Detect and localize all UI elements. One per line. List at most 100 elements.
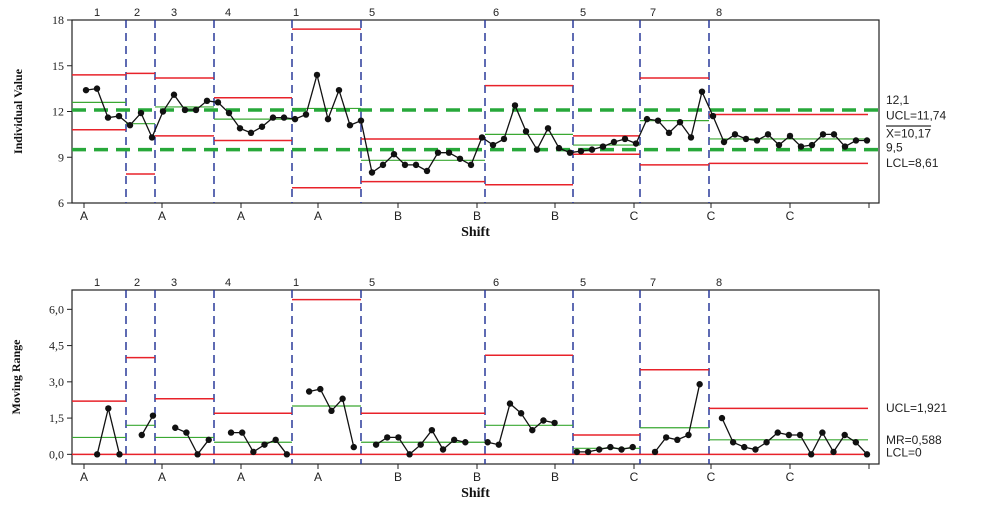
x-tick-label: B bbox=[394, 470, 402, 484]
series-line bbox=[96, 384, 868, 456]
data-point bbox=[764, 131, 772, 138]
data-point bbox=[137, 109, 145, 117]
data-point bbox=[148, 134, 156, 141]
data-point bbox=[685, 431, 692, 439]
limit-label: UCL=11,74 bbox=[886, 108, 946, 122]
x-tick-label: A bbox=[237, 470, 245, 484]
x-tick-label: A bbox=[237, 209, 245, 223]
y-tick-label: 3,0 bbox=[49, 375, 64, 389]
y-tick-label: 18 bbox=[52, 13, 64, 27]
data-point bbox=[775, 141, 783, 149]
data-point bbox=[439, 446, 447, 453]
data-point bbox=[752, 446, 759, 453]
x-tick-label: A bbox=[158, 470, 166, 484]
stage-label: 7 bbox=[650, 7, 656, 19]
data-point bbox=[632, 140, 640, 147]
data-point bbox=[852, 137, 860, 144]
data-point bbox=[104, 114, 112, 121]
data-point bbox=[203, 97, 211, 105]
data-point bbox=[599, 143, 607, 150]
limit-label: 12,1 bbox=[886, 93, 910, 107]
data-point bbox=[698, 88, 706, 95]
data-point bbox=[786, 132, 794, 140]
data-point bbox=[434, 149, 442, 156]
data-point bbox=[506, 400, 514, 407]
data-point bbox=[116, 451, 123, 458]
y-tick-label: 6 bbox=[58, 196, 64, 210]
data-point bbox=[830, 448, 837, 456]
stage-label: 3 bbox=[171, 277, 177, 289]
x-tick-label: C bbox=[786, 209, 795, 223]
data-point bbox=[462, 439, 469, 446]
data-point bbox=[305, 388, 313, 395]
x-tick-label: A bbox=[80, 470, 88, 484]
data-point bbox=[467, 161, 475, 169]
data-point bbox=[621, 135, 629, 143]
data-point bbox=[540, 417, 547, 424]
data-point bbox=[93, 85, 101, 92]
data-point bbox=[401, 161, 409, 169]
data-point bbox=[357, 117, 365, 124]
data-point bbox=[261, 441, 268, 448]
data-point bbox=[517, 410, 525, 417]
data-point bbox=[709, 112, 717, 120]
data-point bbox=[495, 441, 503, 448]
data-point bbox=[317, 385, 324, 393]
data-point bbox=[551, 419, 558, 427]
data-point bbox=[172, 424, 179, 431]
data-point bbox=[423, 167, 431, 175]
series-line bbox=[85, 72, 867, 174]
data-point bbox=[239, 429, 246, 436]
x-tick-label: B bbox=[551, 209, 559, 223]
data-point bbox=[720, 138, 728, 146]
data-point bbox=[149, 412, 157, 419]
data-point bbox=[819, 131, 827, 138]
data-point bbox=[450, 436, 458, 444]
data-point bbox=[313, 71, 321, 79]
data-point bbox=[808, 451, 815, 458]
data-point bbox=[584, 448, 592, 456]
stage-label: 2 bbox=[134, 7, 140, 19]
data-point bbox=[785, 431, 793, 439]
data-point bbox=[445, 149, 453, 156]
data-point bbox=[651, 448, 659, 456]
data-point bbox=[105, 405, 112, 412]
x-tick-label: C bbox=[630, 209, 639, 223]
data-point bbox=[753, 137, 761, 144]
data-point bbox=[643, 115, 651, 123]
data-point bbox=[654, 117, 662, 124]
data-point bbox=[205, 436, 212, 444]
data-point bbox=[796, 431, 804, 439]
stage-label: 2 bbox=[134, 277, 140, 289]
stage-label: 7 bbox=[650, 277, 656, 289]
data-point bbox=[529, 426, 536, 434]
data-point bbox=[269, 114, 277, 121]
stage-label: 4 bbox=[225, 7, 231, 19]
data-point bbox=[183, 429, 190, 436]
data-point bbox=[662, 434, 670, 441]
x-tick-label: C bbox=[707, 209, 716, 223]
data-point bbox=[478, 134, 486, 141]
y-tick-label: 1,5 bbox=[49, 411, 64, 425]
data-point bbox=[236, 125, 244, 132]
data-point bbox=[841, 143, 849, 150]
data-point bbox=[368, 169, 376, 176]
data-point bbox=[484, 439, 491, 446]
data-point bbox=[618, 446, 625, 453]
y-tick-label: 12 bbox=[52, 105, 64, 119]
data-point bbox=[115, 112, 123, 120]
data-point bbox=[696, 381, 703, 388]
data-point bbox=[406, 451, 413, 458]
data-point bbox=[577, 147, 585, 155]
data-point bbox=[674, 436, 681, 444]
stage-label: 3 bbox=[171, 7, 177, 19]
x-tick-label: B bbox=[473, 470, 481, 484]
stage-label: 5 bbox=[580, 277, 586, 289]
data-point bbox=[350, 443, 357, 451]
data-point bbox=[629, 443, 636, 451]
data-point bbox=[500, 135, 508, 143]
stage-label: 6 bbox=[493, 277, 499, 289]
data-point bbox=[819, 429, 826, 436]
stage-label: 6 bbox=[493, 7, 499, 19]
